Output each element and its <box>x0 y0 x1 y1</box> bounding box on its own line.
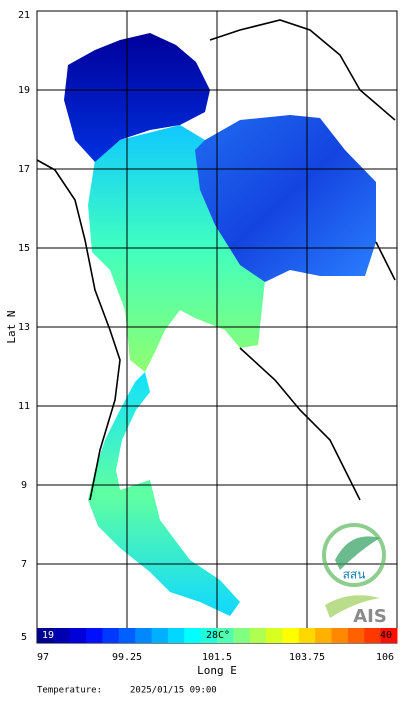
northeast-region <box>195 115 376 282</box>
coastline-west <box>36 159 121 501</box>
lat-tick-label: 13 <box>18 322 30 333</box>
lat-tick-label: 7 <box>21 559 27 570</box>
colorbar-swatch <box>151 628 169 643</box>
colorbar-swatch <box>298 628 316 643</box>
colorbar-swatch <box>233 628 251 643</box>
footer-label: Temperature: <box>37 686 102 696</box>
colorbar-max: 40 <box>380 630 392 641</box>
north-region <box>64 33 210 162</box>
coastline-east <box>239 347 361 501</box>
colorbar-swatch <box>266 628 283 643</box>
colorbar-swatch <box>217 628 234 643</box>
ais-leaf <box>325 595 380 618</box>
colorbar-mid-label: 28C° <box>206 630 230 641</box>
colorbar <box>37 628 398 643</box>
colorbar-swatch <box>86 628 103 643</box>
lat-tick-label: 11 <box>18 401 30 412</box>
colorbar-swatch <box>380 628 398 643</box>
colorbar-min: 19 <box>42 630 54 641</box>
colorbar-swatch <box>331 628 349 643</box>
colorbar-swatch <box>118 628 136 643</box>
colorbar-swatch <box>167 628 185 643</box>
logo-text: สสน <box>343 568 366 582</box>
colorbar-swatch <box>69 628 87 643</box>
ais-logo: AIS <box>353 606 387 627</box>
lon-tick-label: 103.75 <box>289 652 325 663</box>
colorbar-swatch <box>200 628 218 643</box>
colorbar-swatch <box>282 628 300 643</box>
lon-tick-label: 97 <box>37 652 49 663</box>
x-axis-label: Long E <box>197 664 237 677</box>
colorbar-swatch <box>315 628 333 643</box>
colorbar-swatch <box>364 628 382 643</box>
lon-tick-label: 101.5 <box>202 652 232 663</box>
colorbar-swatch <box>53 628 71 643</box>
logo-leaf <box>335 536 380 570</box>
lon-tick-label: 106 <box>376 652 394 663</box>
colorbar-swatch <box>102 628 120 643</box>
lat-tick-label: 19 <box>18 85 30 96</box>
lat-tick-label: 21 <box>18 10 30 21</box>
logo-ring <box>322 523 386 587</box>
south-peninsula <box>88 372 240 616</box>
lat-tick-label: 15 <box>18 243 30 254</box>
colorbar-swatch <box>37 628 54 643</box>
colorbar-swatch <box>347 628 365 643</box>
y-axis-label: Lat N <box>5 310 18 343</box>
colorbar-swatch <box>249 628 267 643</box>
lat-tick-label: 17 <box>18 164 30 175</box>
colorbar-swatch <box>184 628 202 643</box>
lat-tick-label: 9 <box>21 480 27 491</box>
lat-tick-label: 5 <box>21 632 27 643</box>
logo: สสน AIS <box>322 523 387 627</box>
colorbar-swatch <box>135 628 153 643</box>
footer-timestamp: 2025/01/15 09:00 <box>130 686 217 696</box>
lon-tick-label: 99.25 <box>112 652 142 663</box>
